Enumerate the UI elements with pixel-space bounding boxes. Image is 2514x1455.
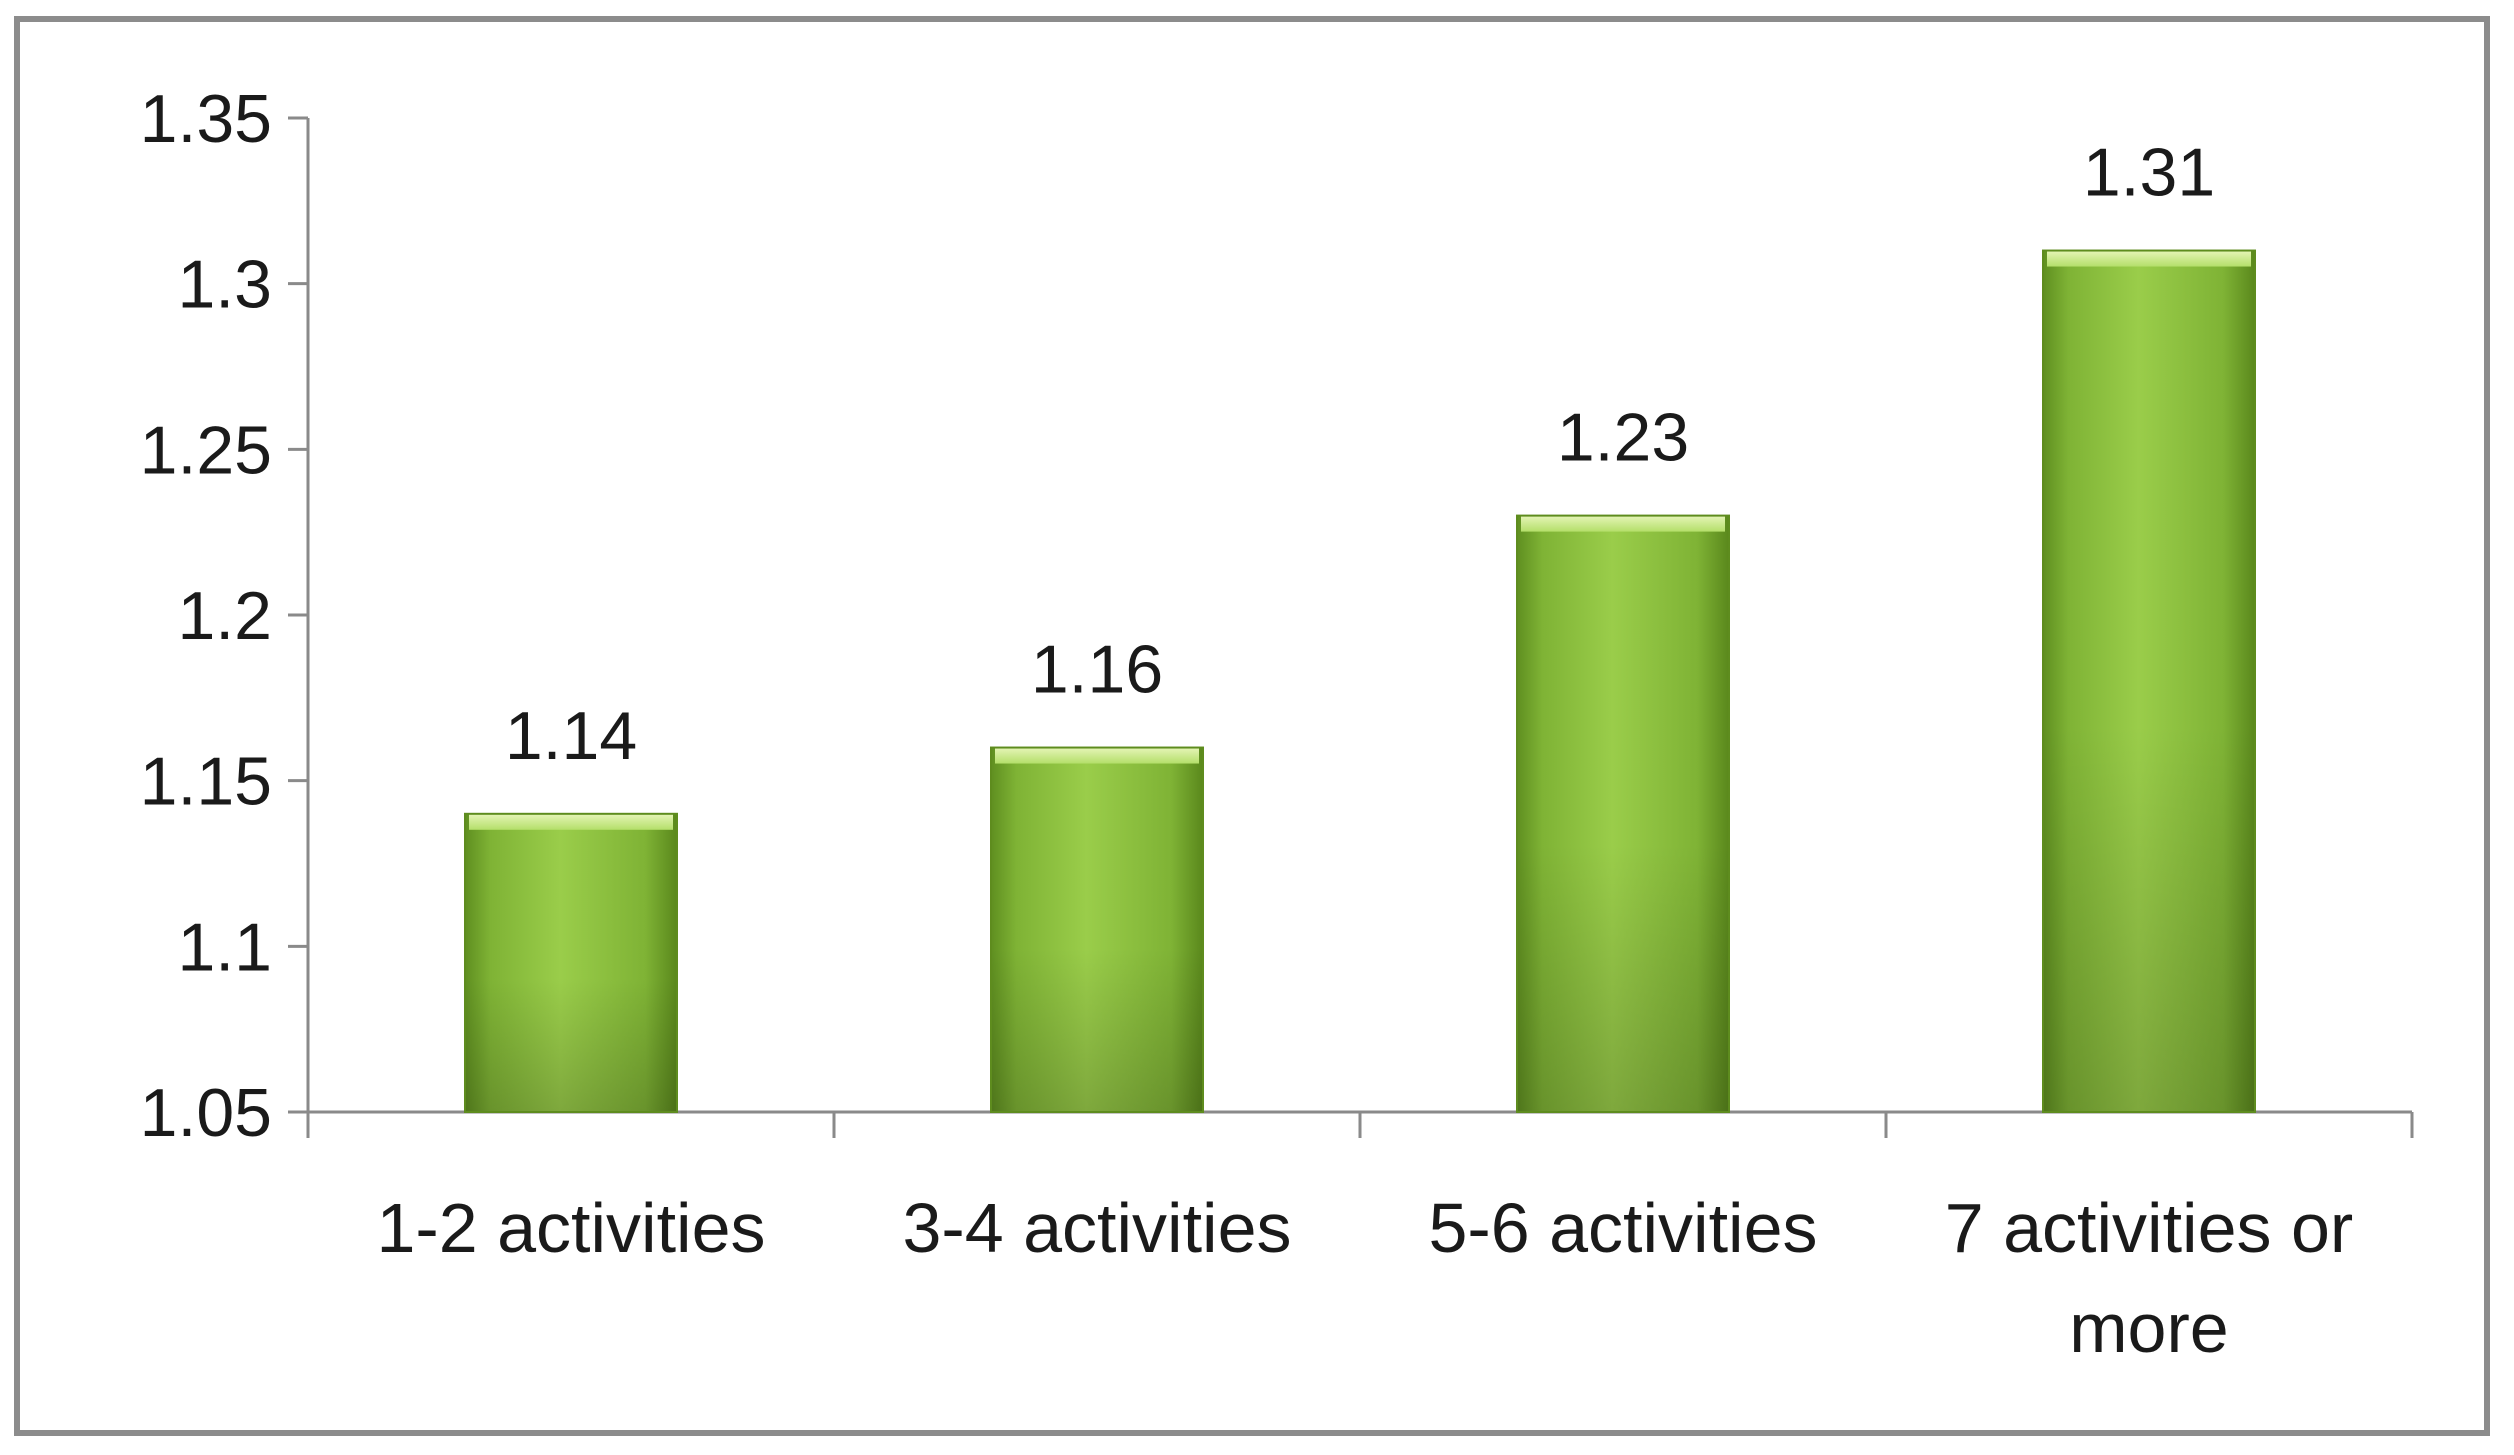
bar-top-highlight bbox=[469, 813, 673, 830]
y-tick-label: 1.3 bbox=[177, 247, 272, 323]
data-label: 1.23 bbox=[1557, 400, 1689, 476]
category-label: 3-4 activities bbox=[902, 1189, 1291, 1267]
y-tick-label: 1.15 bbox=[140, 744, 272, 820]
bar-outline bbox=[990, 746, 1204, 1113]
data-label: 1.14 bbox=[505, 698, 637, 774]
bar-shade bbox=[1517, 843, 1729, 1112]
y-tick-label: 1.1 bbox=[177, 909, 272, 985]
y-tick-label: 1.35 bbox=[140, 81, 272, 157]
category-label: 1-2 activities bbox=[376, 1189, 765, 1267]
bar-shade bbox=[2043, 724, 2255, 1112]
data-label: 1.31 bbox=[2083, 135, 2215, 211]
bar-outline bbox=[2042, 249, 2256, 1114]
labels: 1.05 1.1 1.15 1.2 1.25 1.3 1.35 1.14 1-2 activit… bbox=[140, 81, 2354, 1367]
bar bbox=[464, 812, 678, 1113]
category-label: 5-6 activities bbox=[1428, 1189, 1817, 1267]
bar-top-highlight bbox=[2047, 250, 2251, 267]
category-label: 7 activities or bbox=[1945, 1189, 2353, 1267]
y-tick-label: 1.25 bbox=[140, 412, 272, 488]
y-tick-label: 1.2 bbox=[177, 578, 272, 654]
bar bbox=[2042, 249, 2256, 1114]
bar bbox=[990, 746, 1204, 1113]
bar-top-highlight bbox=[995, 747, 1199, 764]
bar-shade bbox=[465, 977, 677, 1112]
y-tick-label: 1.05 bbox=[140, 1075, 272, 1151]
bar-top-highlight bbox=[1521, 515, 1725, 532]
bar bbox=[1516, 514, 1730, 1113]
category-label: more bbox=[2069, 1289, 2228, 1367]
bars bbox=[464, 249, 2256, 1114]
bar-outline bbox=[464, 812, 678, 1113]
data-label: 1.16 bbox=[1031, 632, 1163, 708]
bar-outline bbox=[1516, 514, 1730, 1113]
bar-shade bbox=[991, 947, 1203, 1112]
